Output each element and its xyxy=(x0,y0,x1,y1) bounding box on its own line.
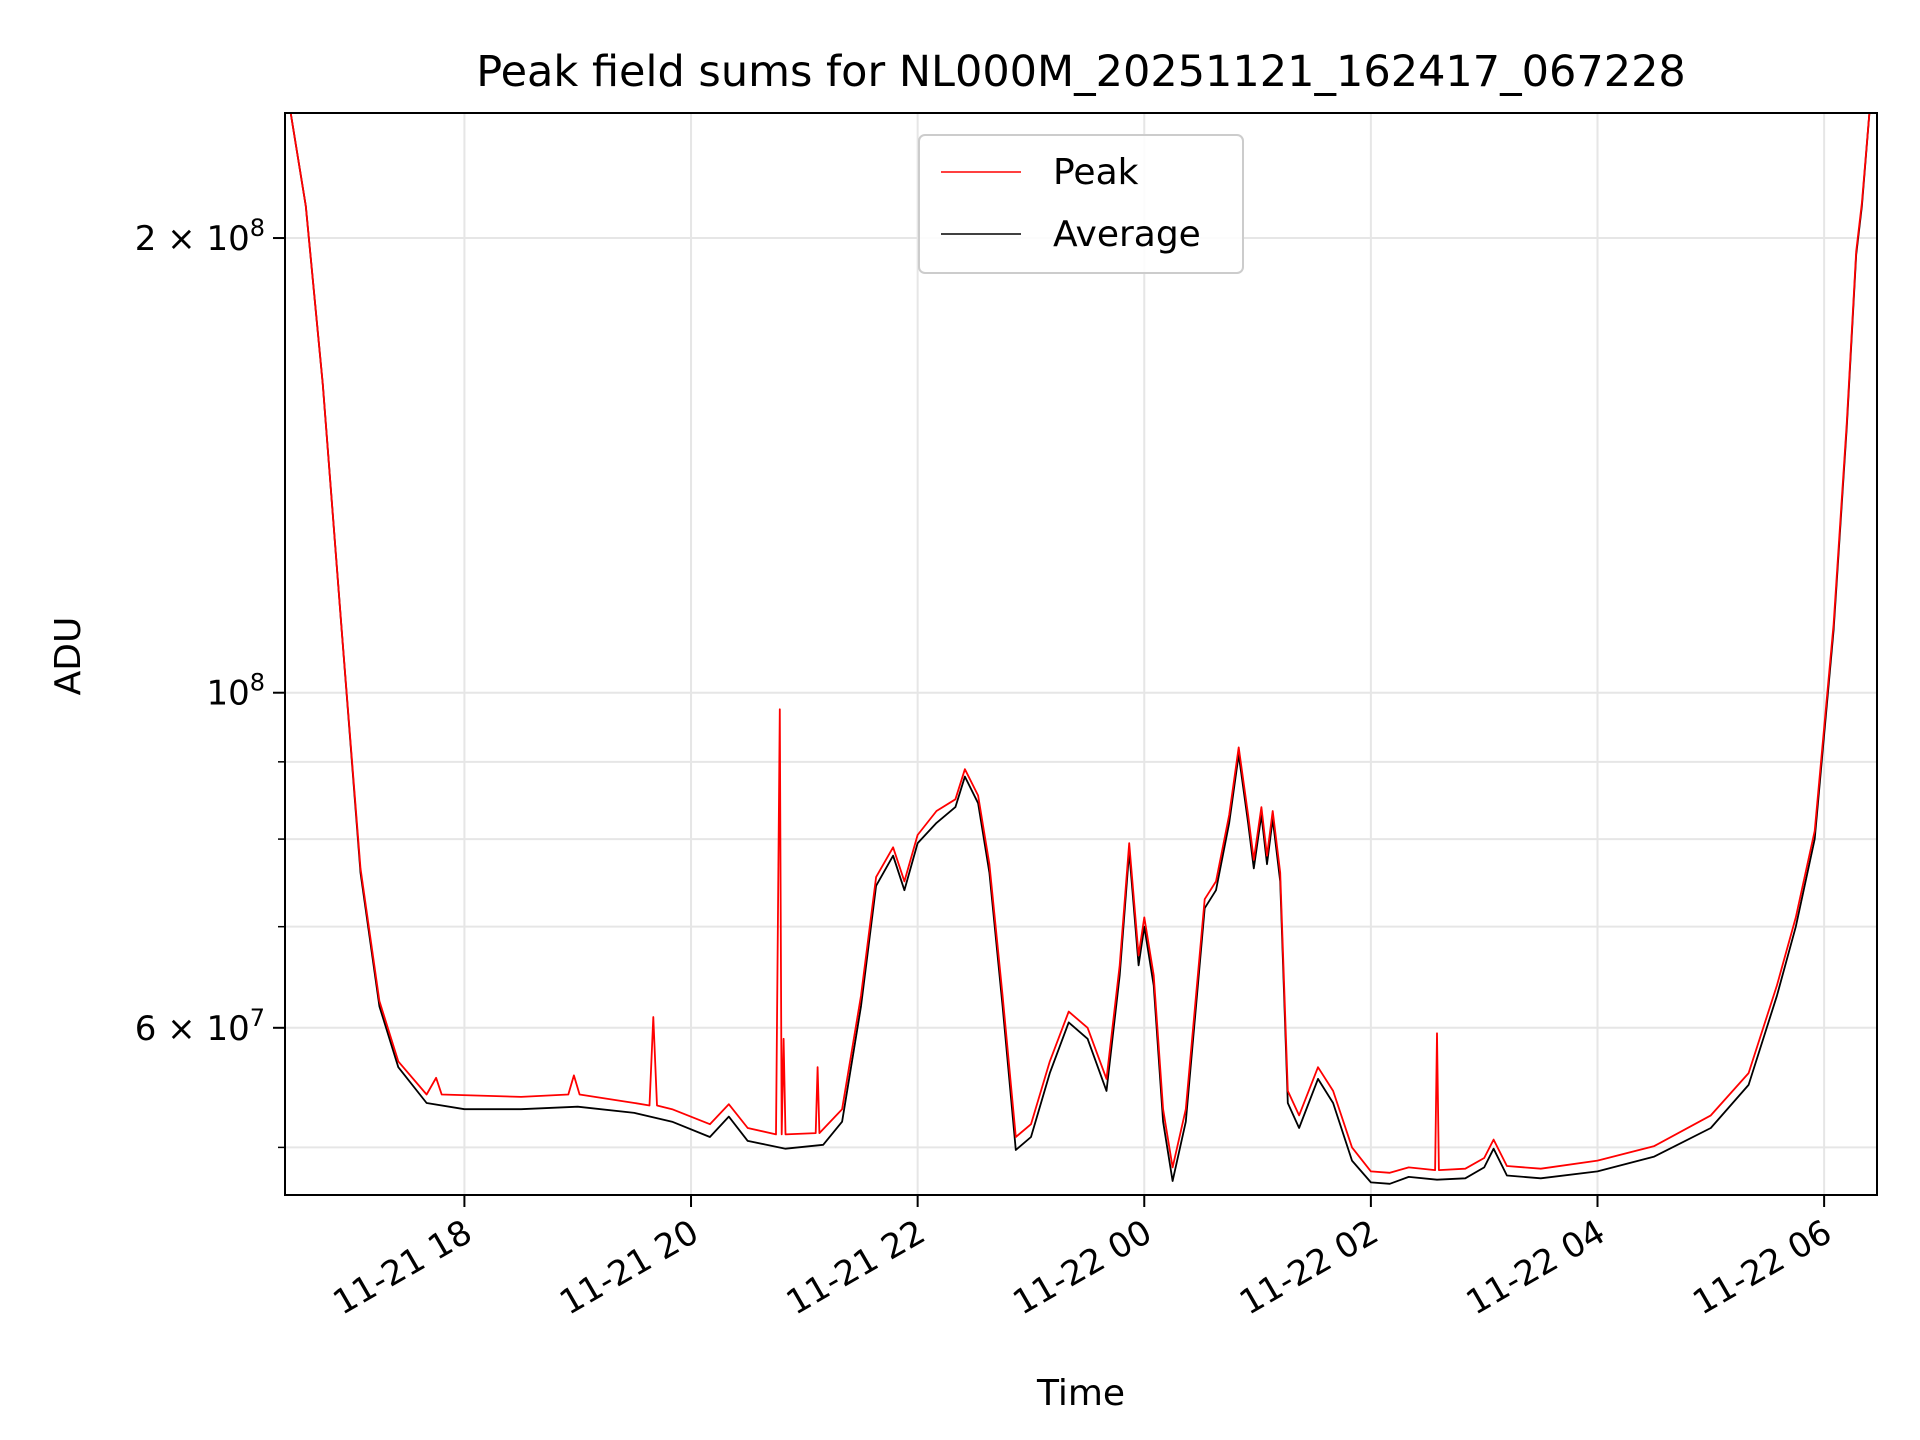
plot-frame xyxy=(284,112,1878,1196)
y-tick-label: 108 xyxy=(206,669,265,714)
series-line-average xyxy=(289,113,1871,1185)
legend-label-average: Average xyxy=(1053,214,1201,255)
legend-label-peak: Peak xyxy=(1053,152,1139,193)
legend-box xyxy=(918,134,1244,274)
y-tick-label: 6 × 107 xyxy=(135,1004,265,1049)
legend: Peak Average xyxy=(918,134,1244,274)
chart-title: Peak field sums for NL000M_20251121_1624… xyxy=(476,47,1686,97)
y-tick-label: 2 × 108 xyxy=(135,214,265,259)
series-layer xyxy=(289,113,1871,1185)
y-axis-label: ADU xyxy=(48,617,89,696)
x-axis-label: Time xyxy=(1036,1373,1125,1414)
y-axis-ticks: 2 × 108 108 6 × 107 xyxy=(135,214,285,1149)
plot-area xyxy=(285,113,1877,1195)
series-line-peak xyxy=(289,113,1871,1174)
